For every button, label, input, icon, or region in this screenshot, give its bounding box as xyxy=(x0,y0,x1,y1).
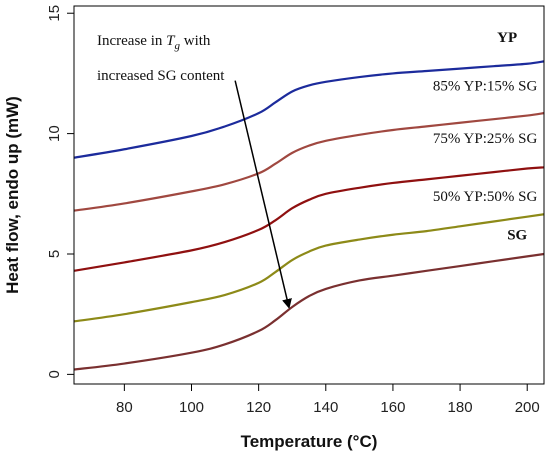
annotation-line-1: Increase in Tg with xyxy=(97,33,211,52)
series-label-0: YP xyxy=(497,30,517,46)
series-line-1 xyxy=(73,112,545,212)
series-layer xyxy=(73,60,545,371)
x-tick-label: 160 xyxy=(380,399,405,416)
annotation-arrow xyxy=(234,80,292,309)
annotation-line-2: increased SG content xyxy=(97,68,225,84)
y-axis-title: Heat flow, endo up (mW) xyxy=(3,96,22,294)
series-labels: YP 85% YP:15% SG 75% YP:25% SG 50% YP:50% S… xyxy=(433,30,538,243)
y-tick-label: 5 xyxy=(46,250,63,258)
x-tick-label: 140 xyxy=(313,399,338,416)
x-tick-label: 120 xyxy=(246,399,271,416)
y-tick-label: 0 xyxy=(46,370,63,378)
annotation: Increase in Tg with increased SG content xyxy=(97,33,292,309)
series-label-1: 85% YP:15% SG xyxy=(433,78,538,94)
x-axis: 80 100 120 140 160 180 200 xyxy=(116,384,540,416)
y-tick-label: 10 xyxy=(46,125,63,142)
x-axis-title: Temperature (°C) xyxy=(241,432,378,451)
series-line-3 xyxy=(73,213,545,323)
series-label-2: 75% YP:25% SG xyxy=(433,131,538,147)
x-tick-label: 80 xyxy=(116,399,133,416)
series-line-2 xyxy=(73,166,545,272)
y-axis: 0 5 10 15 xyxy=(46,5,74,379)
series-line-4 xyxy=(73,252,545,371)
series-label-4: SG xyxy=(507,228,527,244)
plot-frame xyxy=(73,5,545,385)
x-tick-label: 200 xyxy=(515,399,540,416)
series-label-3: 50% YP:50% SG xyxy=(433,189,538,205)
y-tick-label: 15 xyxy=(46,5,63,22)
series-line-0 xyxy=(73,60,545,159)
x-tick-label: 180 xyxy=(448,399,473,416)
x-tick-label: 100 xyxy=(179,399,204,416)
